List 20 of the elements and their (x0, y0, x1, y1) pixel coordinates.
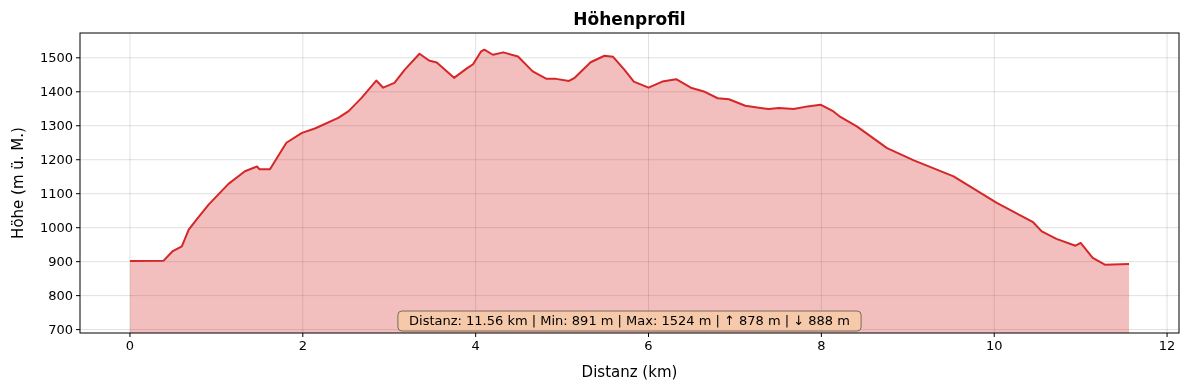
x-tick-label: 0 (125, 338, 135, 353)
x-tick-label: 12 (1158, 338, 1176, 353)
x-tick-label: 8 (817, 338, 826, 353)
x-tick-label: 4 (471, 338, 480, 353)
y-tick-label: 700 (48, 322, 73, 338)
x-tick-label: 10 (985, 338, 1003, 353)
y-tick-label: 1200 (39, 152, 73, 168)
annotation: Distanz: 11.56 km | Min: 891 m | Max: 1524 m | ↑ 878 m | ↓ 888 m (409, 313, 850, 328)
y-axis-title: Höhe (m ü. M.) (9, 127, 27, 239)
y-tick-label: 1300 (39, 118, 73, 134)
y-tick-label: 1000 (39, 220, 73, 236)
y-tick-label: 900 (48, 254, 73, 270)
x-axis-title: Distanz (km) (581, 363, 678, 381)
y-tick-label: 1500 (39, 50, 73, 66)
y-tick-label: 1100 (39, 186, 73, 202)
y-tick-label: 1400 (39, 84, 73, 100)
chart-title: Höhenprofil (573, 9, 686, 29)
y-tick-label: 800 (48, 288, 73, 304)
x-tick-label: 2 (298, 338, 307, 353)
x-tick-label: 6 (644, 338, 653, 353)
